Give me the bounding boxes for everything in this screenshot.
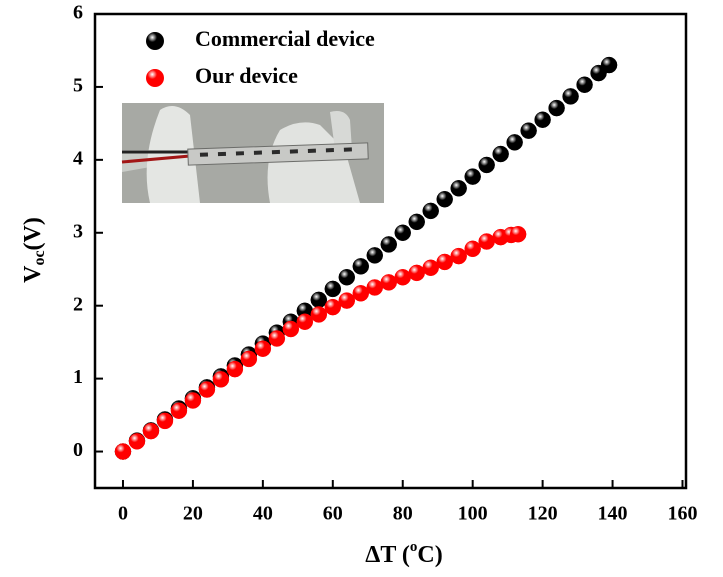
y-tick-label: 3 xyxy=(73,220,83,242)
x-axis-title: ΔT (oC) xyxy=(365,539,442,567)
y-tick-label: 1 xyxy=(73,366,83,388)
inset-photo xyxy=(122,103,384,203)
data-point xyxy=(549,100,565,116)
data-point xyxy=(381,236,397,252)
data-point xyxy=(171,403,187,419)
data-point xyxy=(493,146,509,162)
data-point xyxy=(367,279,383,295)
data-point xyxy=(213,371,229,387)
x-tick-label: 120 xyxy=(528,503,558,525)
data-point xyxy=(510,226,526,242)
data-point xyxy=(241,351,257,367)
data-point xyxy=(339,269,355,285)
data-point xyxy=(269,331,285,347)
chart: ΔT (oC) Voc(V) 0 20 40 60 80 100 120 140 160 0 1 2 3… xyxy=(0,0,723,577)
data-point xyxy=(507,134,523,150)
x-tick-label: 140 xyxy=(598,503,628,525)
data-point xyxy=(157,413,173,429)
data-point xyxy=(227,361,243,377)
data-point xyxy=(437,191,453,207)
data-point xyxy=(353,258,369,274)
data-point xyxy=(115,444,131,460)
data-point xyxy=(325,281,341,297)
data-point xyxy=(367,247,383,263)
data-point xyxy=(143,423,159,439)
data-point xyxy=(423,203,439,219)
y-axis-title: Voc(V) xyxy=(20,217,48,283)
data-point xyxy=(353,285,369,301)
data-point xyxy=(311,292,327,308)
data-point xyxy=(381,274,397,290)
data-point xyxy=(199,382,215,398)
data-point xyxy=(465,169,481,185)
data-point xyxy=(479,157,495,173)
y-tick-label: 4 xyxy=(73,147,83,169)
x-tick-label: 60 xyxy=(323,503,343,525)
x-tick-label: 160 xyxy=(668,503,698,525)
data-point xyxy=(535,112,551,128)
data-point xyxy=(451,248,467,264)
data-point xyxy=(297,314,313,330)
x-tick-label: 40 xyxy=(253,503,273,525)
data-point xyxy=(479,234,495,250)
data-point xyxy=(325,299,341,315)
legend-label: Commercial device xyxy=(195,26,375,51)
legend-marker xyxy=(146,32,164,50)
data-point xyxy=(311,306,327,322)
data-point xyxy=(409,214,425,230)
data-point xyxy=(255,341,271,357)
x-tick-label: 80 xyxy=(393,503,413,525)
data-point xyxy=(601,57,617,73)
data-point xyxy=(339,293,355,309)
data-point xyxy=(409,265,425,281)
data-point xyxy=(521,123,537,139)
legend-label: Our device xyxy=(195,63,298,88)
x-tick-label: 0 xyxy=(118,503,128,525)
data-point xyxy=(395,225,411,241)
y-tick-label: 2 xyxy=(73,293,83,315)
data-point xyxy=(451,180,467,196)
x-tick-label: 20 xyxy=(183,503,203,525)
data-point xyxy=(129,433,145,449)
data-point xyxy=(423,260,439,276)
y-tick-label: 5 xyxy=(73,75,83,97)
x-tick-label: 100 xyxy=(458,503,488,525)
data-point xyxy=(185,392,201,408)
data-point xyxy=(395,269,411,285)
data-point xyxy=(577,77,593,93)
legend-marker xyxy=(146,69,164,87)
data-point xyxy=(465,241,481,257)
y-tick-label: 6 xyxy=(73,2,83,24)
data-point xyxy=(283,321,299,337)
data-point xyxy=(437,254,453,270)
data-point xyxy=(563,88,579,104)
y-tick-label: 0 xyxy=(73,439,83,461)
